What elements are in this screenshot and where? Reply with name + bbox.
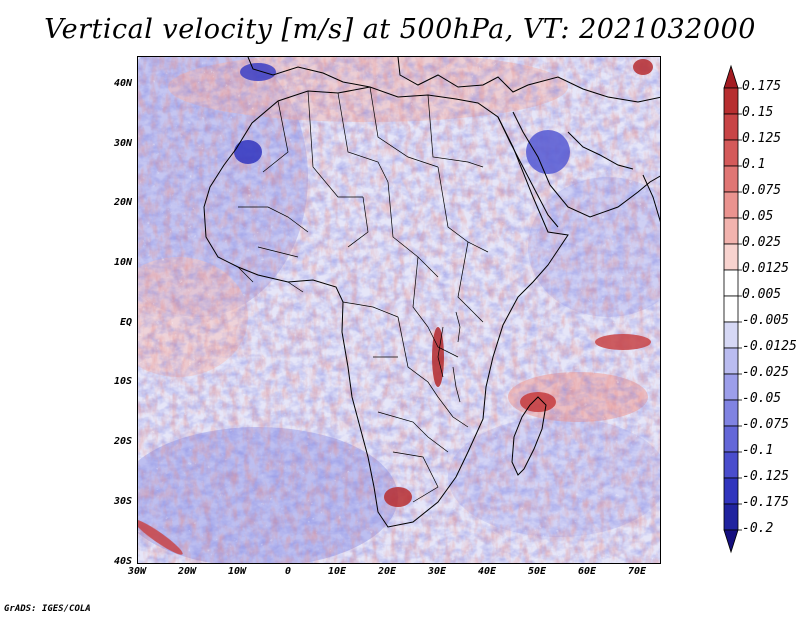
colorbar-segment — [723, 243, 739, 271]
lat-label-40s: 40S — [113, 556, 132, 567]
colorbar-label: 0.005 — [742, 287, 782, 302]
lake-shores — [437, 311, 461, 403]
colorbar-segment — [723, 477, 739, 505]
colorbar-segment — [723, 165, 739, 193]
africa-coastline — [203, 86, 569, 528]
lon-label-30e: 30E — [427, 566, 447, 577]
chart-title: Vertical velocity [m/s] at 500hPa, VT: 2… — [44, 14, 756, 45]
coastlines — [203, 57, 660, 528]
colorbar-label: -0.175 — [742, 495, 789, 510]
colorbar-label: -0.125 — [742, 469, 789, 484]
colorbar-label: 0.175 — [742, 79, 782, 94]
lon-label-30w: 30W — [127, 566, 147, 577]
colorbar-segment — [723, 87, 739, 115]
lon-label-20w: 20W — [177, 566, 197, 577]
red-sea-coast — [497, 116, 559, 228]
colorbar-segment — [723, 217, 739, 245]
madagascar-outline — [511, 396, 547, 476]
lat-label-eq: EQ — [119, 317, 132, 328]
colorbar-segment — [723, 269, 739, 297]
colorbar-segment — [723, 295, 739, 323]
colorbar-label: -0.025 — [742, 365, 789, 380]
colorbar-segment — [723, 503, 739, 531]
lon-label-10w: 10W — [227, 566, 247, 577]
colorbar-segment — [723, 321, 739, 349]
lat-label-20s: 20S — [113, 436, 132, 447]
persian-gulf — [567, 131, 634, 170]
colorbar-label: -0.0125 — [742, 339, 797, 354]
map-panel[interactable] — [137, 56, 661, 564]
colorbar-label: 0.15 — [742, 105, 774, 120]
lat-label-30s: 30S — [113, 496, 132, 507]
colorbar-segment — [723, 425, 739, 453]
colorbar-segment — [723, 451, 739, 479]
colorbar-segment — [723, 347, 739, 375]
colorbar-label: -0.075 — [742, 417, 789, 432]
colorbar-segment — [723, 399, 739, 427]
europe-coast — [247, 57, 660, 103]
lon-label-60e: 60E — [577, 566, 597, 577]
lat-label-40n: 40N — [113, 78, 132, 89]
colorbar-bottom-arrow — [723, 529, 739, 554]
lat-label-20n: 20N — [113, 197, 132, 208]
vertical-velocity-map — [138, 57, 660, 563]
colorbar-label: 0.075 — [742, 183, 782, 198]
border-lines — [237, 86, 489, 503]
colorbar-label: -0.1 — [742, 443, 774, 458]
colorbar-segment — [723, 373, 739, 401]
texture-speckle — [138, 57, 660, 563]
colorbar-segment — [723, 139, 739, 167]
colorbar-label: 0.0125 — [742, 261, 789, 276]
lon-label-20e: 20E — [377, 566, 397, 577]
lon-label-40e: 40E — [477, 566, 497, 577]
colorbar-segment — [723, 113, 739, 141]
lat-label-10n: 10N — [113, 257, 132, 268]
colorbar-label: 0.025 — [742, 235, 782, 250]
colorbar-top-arrow — [723, 64, 739, 89]
lat-label-30n: 30N — [113, 138, 132, 149]
colorbar-label: 0.125 — [742, 131, 782, 146]
colorbar — [723, 64, 742, 554]
colorbar-label: -0.05 — [742, 391, 782, 406]
colorbar-label: -0.005 — [742, 313, 789, 328]
lon-label-10e: 10E — [327, 566, 347, 577]
colorbar-label: -0.2 — [742, 521, 774, 536]
india-coast — [642, 174, 660, 223]
colorbar-label: 0.05 — [742, 209, 774, 224]
lat-label-10s: 10S — [113, 376, 132, 387]
arabia-coast — [512, 111, 660, 218]
lon-label-0: 0 — [284, 566, 292, 577]
colorbar-label: 0.1 — [742, 157, 766, 172]
country-borders — [237, 86, 489, 503]
colorbar-segment — [723, 191, 739, 219]
grads-credit: GrADS: IGES/COLA — [4, 604, 91, 614]
lon-label-50e: 50E — [527, 566, 547, 577]
lon-label-70e: 70E — [627, 566, 647, 577]
